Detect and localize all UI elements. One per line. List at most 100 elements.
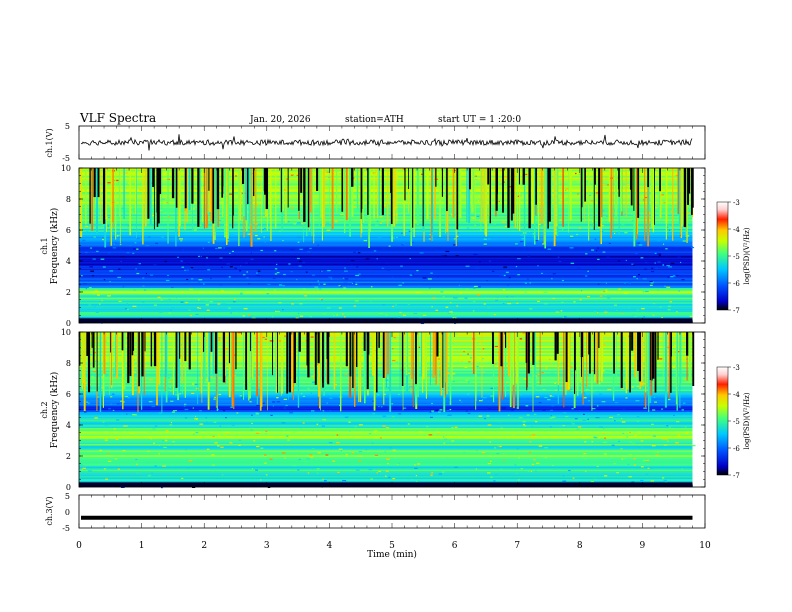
spectrogram-speckle — [365, 258, 370, 260]
spectrogram-speckle — [298, 260, 302, 262]
spectrogram-speckle — [342, 480, 347, 482]
spectrogram-speckle — [158, 412, 162, 414]
spectrogram-speckle — [379, 463, 381, 466]
spectrogram-speckle — [431, 472, 434, 474]
spectrogram-speckle — [296, 278, 298, 281]
sferic-dark-burst — [654, 168, 655, 225]
spectrogram-speckle — [358, 273, 361, 275]
spectrogram-speckle — [96, 396, 100, 398]
spectrogram-speckle — [191, 208, 195, 210]
sferic-burst — [348, 168, 350, 218]
sferic-burst — [165, 332, 167, 378]
spectrogram-speckle — [275, 310, 277, 313]
spectrogram-band — [79, 225, 693, 228]
spectrogram-speckle — [207, 269, 211, 271]
spectrogram-band — [79, 198, 693, 200]
spectrogram-speckle — [170, 421, 173, 424]
spectrogram-speckle — [576, 428, 580, 430]
spectrogram-speckle — [356, 266, 359, 268]
spectrogram-speckle — [208, 376, 213, 378]
spectrogram-speckle — [110, 396, 113, 398]
spectrogram-speckle — [342, 313, 344, 315]
spectrogram-speckle — [402, 282, 404, 284]
spectrogram-speckle — [223, 247, 225, 249]
sferic-burst — [588, 168, 590, 241]
sferic-burst — [579, 332, 582, 383]
spectrogram-speckle — [322, 313, 326, 315]
sferic-burst — [144, 168, 147, 227]
spectrogram-speckle — [565, 415, 569, 418]
spectrogram-speckle — [542, 243, 545, 245]
spectrogram-speckle — [200, 255, 202, 258]
spectrogram-speckle — [537, 373, 540, 375]
spectrogram-speckle — [559, 219, 562, 221]
spectrogram-speckle — [648, 219, 651, 222]
spectrogram-speckle — [304, 304, 307, 306]
spectrogram-band — [79, 411, 693, 414]
spectrogram-speckle — [530, 425, 533, 428]
sferic-burst — [129, 168, 131, 236]
sferic-burst — [369, 168, 371, 233]
spectrogram-speckle — [332, 172, 335, 175]
spectrogram-speckle — [94, 332, 97, 334]
spectrogram-speckle — [664, 285, 667, 287]
spectrogram-speckle — [637, 420, 640, 422]
sferic-dark-burst — [367, 168, 369, 215]
sferic-burst — [239, 168, 242, 221]
spectrogram-speckle — [252, 310, 255, 312]
spectrogram-speckle — [553, 274, 555, 276]
spectrogram-band — [79, 471, 693, 473]
spectrogram-speckle — [467, 412, 471, 415]
spectrogram-speckle — [181, 217, 185, 220]
sferic-burst — [422, 332, 424, 393]
sferic-dark-burst — [91, 332, 93, 348]
spectrogram-band — [79, 461, 693, 464]
spectrogram-speckle — [643, 407, 647, 409]
spectrogram-speckle — [255, 413, 260, 415]
sferic-dark-burst — [175, 332, 178, 388]
sferic-dark-burst — [360, 168, 362, 220]
spectrogram-speckle — [463, 451, 466, 454]
spectrogram-speckle — [92, 376, 94, 378]
spectrogram-speckle — [116, 419, 120, 421]
spectrogram-speckle — [194, 383, 199, 386]
sferic-dark-burst — [505, 332, 507, 348]
spectrogram-band — [79, 179, 693, 181]
spectrogram-band — [79, 308, 693, 311]
spectrogram-speckle — [213, 421, 217, 423]
spectrogram-speckle — [416, 463, 421, 465]
sferic-dark-burst — [79, 332, 81, 366]
spectrogram-speckle — [168, 298, 171, 301]
sferic-burst — [439, 168, 441, 238]
sferic-dark-burst — [202, 332, 205, 352]
spectrogram-speckle — [672, 366, 675, 368]
spectrogram-speckle — [260, 249, 263, 252]
sferic-burst — [161, 168, 163, 224]
sferic-burst — [410, 332, 412, 394]
spectrogram-speckle — [549, 395, 552, 397]
spectrogram-speckle — [666, 286, 671, 288]
spectrogram-speckle — [621, 312, 624, 314]
spectrogram-speckle — [414, 464, 416, 466]
sferic-burst — [412, 332, 414, 408]
spectrogram-speckle — [195, 313, 199, 315]
spectrogram-speckle — [164, 260, 167, 263]
spectrogram-band — [79, 459, 693, 462]
sferic-dark-burst — [366, 332, 369, 390]
spectrogram-speckle — [103, 279, 106, 281]
spectrogram-speckle — [199, 410, 202, 412]
spectrogram-speckle — [107, 295, 111, 297]
spectrogram-speckle — [300, 203, 304, 205]
spectrogram-speckle — [179, 238, 183, 240]
sferic-burst — [83, 332, 86, 412]
sferic-dark-burst — [157, 168, 160, 224]
spectrogram-speckle — [192, 407, 194, 409]
spectrogram-speckle — [470, 357, 473, 359]
spectrogram-speckle — [444, 255, 447, 257]
sferic-burst — [485, 168, 488, 237]
spectrogram-speckle — [380, 222, 382, 224]
sferic-dark-burst — [286, 332, 288, 394]
spectrogram-speckle — [205, 264, 209, 266]
spectrogram-speckle — [225, 348, 228, 350]
